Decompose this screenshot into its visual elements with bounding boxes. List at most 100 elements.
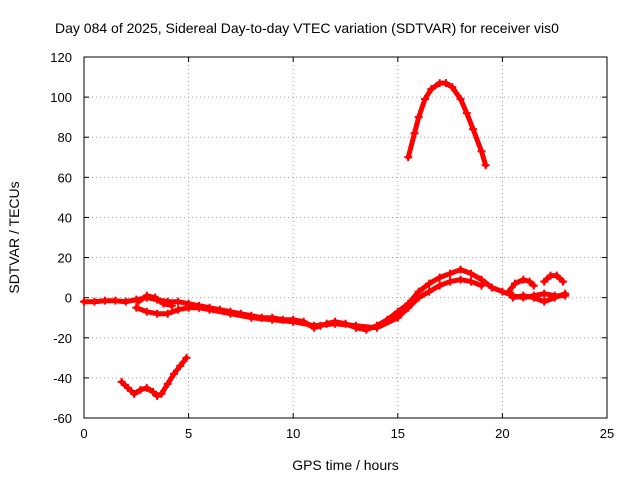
data-point [552,271,561,280]
data-point [414,293,423,302]
grid-lines [84,57,607,418]
data-point [550,293,559,302]
data-series [80,79,570,400]
data-point [404,153,413,162]
data-point [420,95,429,104]
series-low-track [119,355,189,399]
data-point [169,369,178,378]
data-point [529,293,538,302]
x-axis-label: GPS time / hours [292,457,399,473]
data-point [519,291,528,300]
plot-frame [83,56,608,419]
data-point [448,83,457,92]
data-point [510,279,519,288]
y-tick-label: -40 [53,371,72,386]
x-tick-label: 0 [80,426,87,441]
data-point [469,125,478,134]
data-point [90,297,99,306]
y-tick-label: -20 [53,331,72,346]
data-point [151,293,160,302]
data-point [184,303,193,312]
data-point [435,273,444,282]
data-point [456,275,465,284]
data-point [525,277,534,286]
data-point [351,321,360,330]
data-point [441,79,450,88]
data-point [559,277,568,286]
data-point [372,323,381,332]
data-point [195,303,204,312]
data-point [123,383,132,392]
data-point [504,287,513,296]
data-point [561,289,570,298]
y-tick-label: 60 [58,170,72,185]
data-point [111,296,120,305]
data-point [519,275,528,284]
data-point [410,129,419,138]
data-point [132,303,141,312]
data-point [427,85,436,94]
data-point [467,277,476,286]
data-point [456,265,465,274]
y-tick-label: 120 [50,50,72,65]
data-point [205,305,214,314]
y-tick-label: 0 [65,291,72,306]
data-point [446,269,455,278]
x-tick-label: 20 [495,426,509,441]
data-point [268,315,277,324]
data-point [414,113,423,122]
data-point [182,353,191,362]
data-point [163,379,172,388]
data-point [121,297,130,306]
data-point [508,293,517,302]
data-point [167,301,176,310]
data-point [540,277,549,286]
data-point [435,281,444,290]
x-tick-label: 5 [185,426,192,441]
series-high-arc [405,80,489,168]
data-point [174,305,183,314]
data-point [247,313,256,322]
y-axis-label: SDTVAR / TECUs [6,181,22,293]
data-point [153,309,162,318]
data-point [134,297,143,306]
data-point [100,296,109,305]
data-point [310,321,319,330]
data-point [477,147,486,156]
data-point [142,383,151,392]
data-point [142,307,151,316]
x-tick-label: 15 [391,426,405,441]
y-tick-label: 80 [58,130,72,145]
data-point [540,297,549,306]
data-point [289,317,298,326]
data-point [176,361,185,370]
data-point [80,297,88,306]
data-point [142,291,151,300]
data-point [157,389,166,398]
data-point [462,109,471,118]
data-point [331,319,340,328]
data-point [404,303,413,312]
y-tick-label: 100 [50,90,72,105]
x-tick-label: 25 [600,426,614,441]
data-point [487,283,496,292]
data-point [153,391,162,400]
data-point [481,161,490,170]
data-point [174,297,183,306]
data-point [446,277,455,286]
data-point [117,377,126,386]
y-tick-label: -60 [53,411,72,426]
x-tick-label: 10 [286,426,300,441]
data-point [130,389,139,398]
data-point [467,269,476,278]
data-point [163,309,172,318]
data-point [136,385,145,394]
data-point [226,309,235,318]
data-point [529,281,538,290]
data-point [477,281,486,290]
data-point [456,95,465,104]
data-point [393,313,402,322]
data-point [540,289,549,298]
axis-ticks: 0 5 10 15 20 25 -60 -40 -20 0 20 40 60 80 100 120 [50,50,614,441]
